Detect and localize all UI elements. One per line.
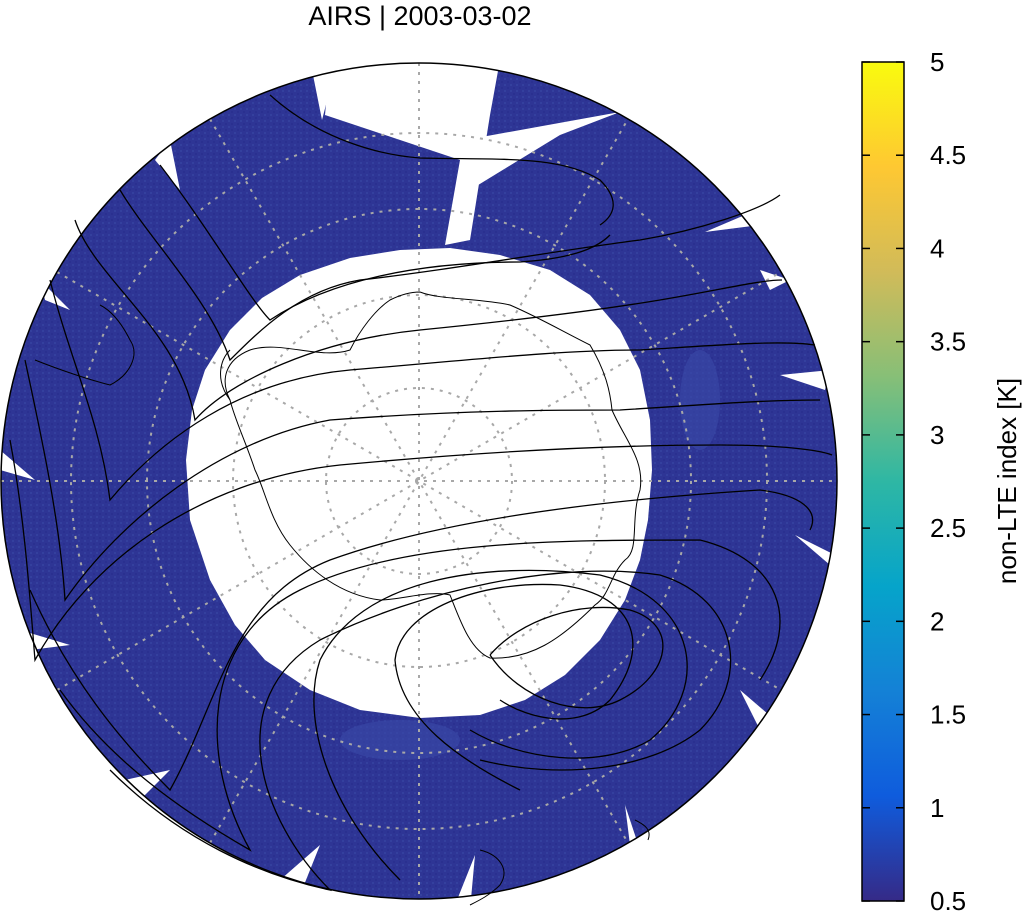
colorbar-tick-label: 2.5 [930,513,966,543]
coastline [34,291,650,906]
colorbar-label: non-LTE index [K] [992,378,1022,584]
data-highlight [680,350,720,450]
contour-line [269,94,614,226]
peninsula-coast [220,349,231,401]
latitude-circle [325,387,513,575]
no-data-region [186,248,652,718]
contour-line [489,606,664,709]
contour-line [24,359,821,602]
colorbar-tick-label: 3 [930,420,944,450]
south-america-coast [34,304,135,386]
contour-line [119,189,781,362]
contour-lines [9,94,833,892]
colorbar-tick-label: 1 [930,793,944,823]
colorbar-tick-label: 2 [930,606,944,636]
contour-line [29,489,814,792]
colorbar-gradient [861,61,905,902]
contour-line [159,164,611,321]
colorbar: 5 4.5 4 3.5 3 2.5 2 1.5 1 0.5 non-LTE index [K] [861,47,1022,912]
no-data-gap [780,370,830,390]
new-zealand-coast [469,849,505,906]
contour-line [59,539,781,852]
no-data-gap [325,63,500,245]
no-data-gap [1,450,35,480]
graticule [1,63,837,899]
no-data-gap [465,112,620,190]
colorbar-tick-label: 4.5 [930,140,966,170]
map-boundary [0,62,838,900]
colorbar-tick-label: 1.5 [930,700,966,730]
colorbar-tick-label: 4 [930,233,944,263]
contour-line [9,439,833,663]
island-coast [634,819,650,841]
contour-line [394,583,634,791]
data-layer [1,63,837,899]
contour-line [74,219,783,422]
no-data-gap [795,535,835,565]
colorbar-ticks: 5 4.5 4 3.5 3 2.5 2 1.5 1 0.5 [862,47,966,912]
colorbar-tick-label: 3.5 [930,327,966,357]
map-title: AIRS | 2003-03-02 [308,1,532,31]
colorbar-tick-label: 0.5 [930,886,966,912]
latitude-circle [146,208,692,754]
antarctica-coast [224,291,642,659]
colorbar-tick-label: 5 [930,47,944,77]
contour-line [313,569,688,881]
contour-line [49,279,816,502]
